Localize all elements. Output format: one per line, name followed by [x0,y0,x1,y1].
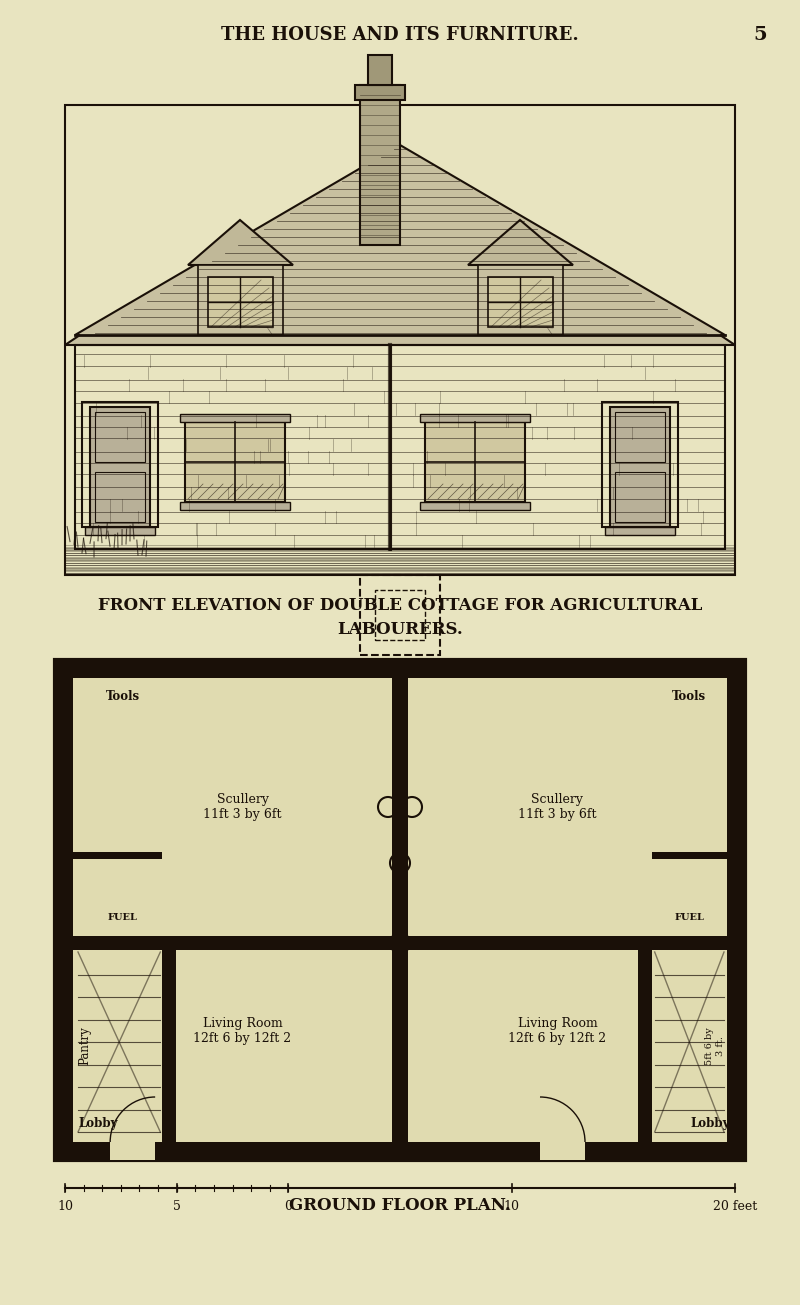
Text: FUEL: FUEL [108,913,138,923]
Bar [610,407,670,527]
Text: LABOURERS.: LABOURERS. [337,621,463,638]
Bar [65,104,735,576]
Text: Living Room
12ft 6 by 12ft 2: Living Room 12ft 6 by 12ft 2 [194,1017,291,1045]
Bar [605,527,675,535]
Bar [375,590,425,639]
Bar [75,345,725,549]
Bar [368,55,392,85]
Bar [420,502,530,510]
Bar [638,950,652,1142]
Bar [615,472,665,522]
Text: Living Room
12ft 6 by 12ft 2: Living Room 12ft 6 by 12ft 2 [509,1017,606,1045]
Bar [420,414,530,422]
Text: GROUND FLOOR PLAN.: GROUND FLOOR PLAN. [289,1197,511,1214]
Polygon shape [188,221,293,265]
Bar [162,950,176,1142]
Bar [55,660,745,679]
Text: FRONT ELEVATION OF DOUBLE COTTAGE FOR AGRICULTURAL: FRONT ELEVATION OF DOUBLE COTTAGE FOR AG… [98,596,702,613]
Bar [85,527,155,535]
Text: 5ft 6 by
3 ft.: 5ft 6 by 3 ft. [706,1027,725,1065]
Bar [180,414,290,422]
Bar [90,407,150,527]
Text: 10: 10 [57,1201,73,1214]
Text: Tools: Tools [106,689,140,702]
Bar [55,1142,745,1160]
Bar [180,502,290,510]
Bar [425,422,525,502]
Text: 5: 5 [753,26,767,44]
Text: 5: 5 [173,1201,181,1214]
Polygon shape [65,145,735,345]
Text: THE HOUSE AND ITS FURNITURE.: THE HOUSE AND ITS FURNITURE. [221,26,579,44]
Bar [55,660,745,1160]
Text: Lobby: Lobby [78,1117,118,1130]
Bar [198,265,283,335]
Bar [488,277,553,328]
Text: Tools: Tools [672,689,706,702]
Bar [652,852,727,859]
Bar [408,936,727,950]
Text: Scullery
11ft 3 by 6ft: Scullery 11ft 3 by 6ft [203,793,282,821]
Bar [185,422,285,502]
Bar [355,85,405,100]
Bar [615,412,665,462]
Bar [360,576,440,655]
Text: 10: 10 [504,1201,520,1214]
Bar [392,660,408,1160]
Bar [110,1142,155,1160]
Text: FUEL: FUEL [674,913,704,923]
Bar [478,265,563,335]
Text: 20 feet: 20 feet [713,1201,757,1214]
Bar [73,852,162,859]
Text: Pantry: Pantry [78,1027,91,1065]
Bar [727,660,745,1160]
Bar [95,472,145,522]
Bar [360,85,400,245]
Bar [95,412,145,462]
Bar [540,1142,585,1160]
Text: 0: 0 [284,1201,292,1214]
Text: Lobby: Lobby [690,1117,730,1130]
Text: Scullery
11ft 3 by 6ft: Scullery 11ft 3 by 6ft [518,793,597,821]
Bar [208,277,273,328]
Polygon shape [468,221,573,265]
Bar [73,936,392,950]
Bar [55,660,73,1160]
